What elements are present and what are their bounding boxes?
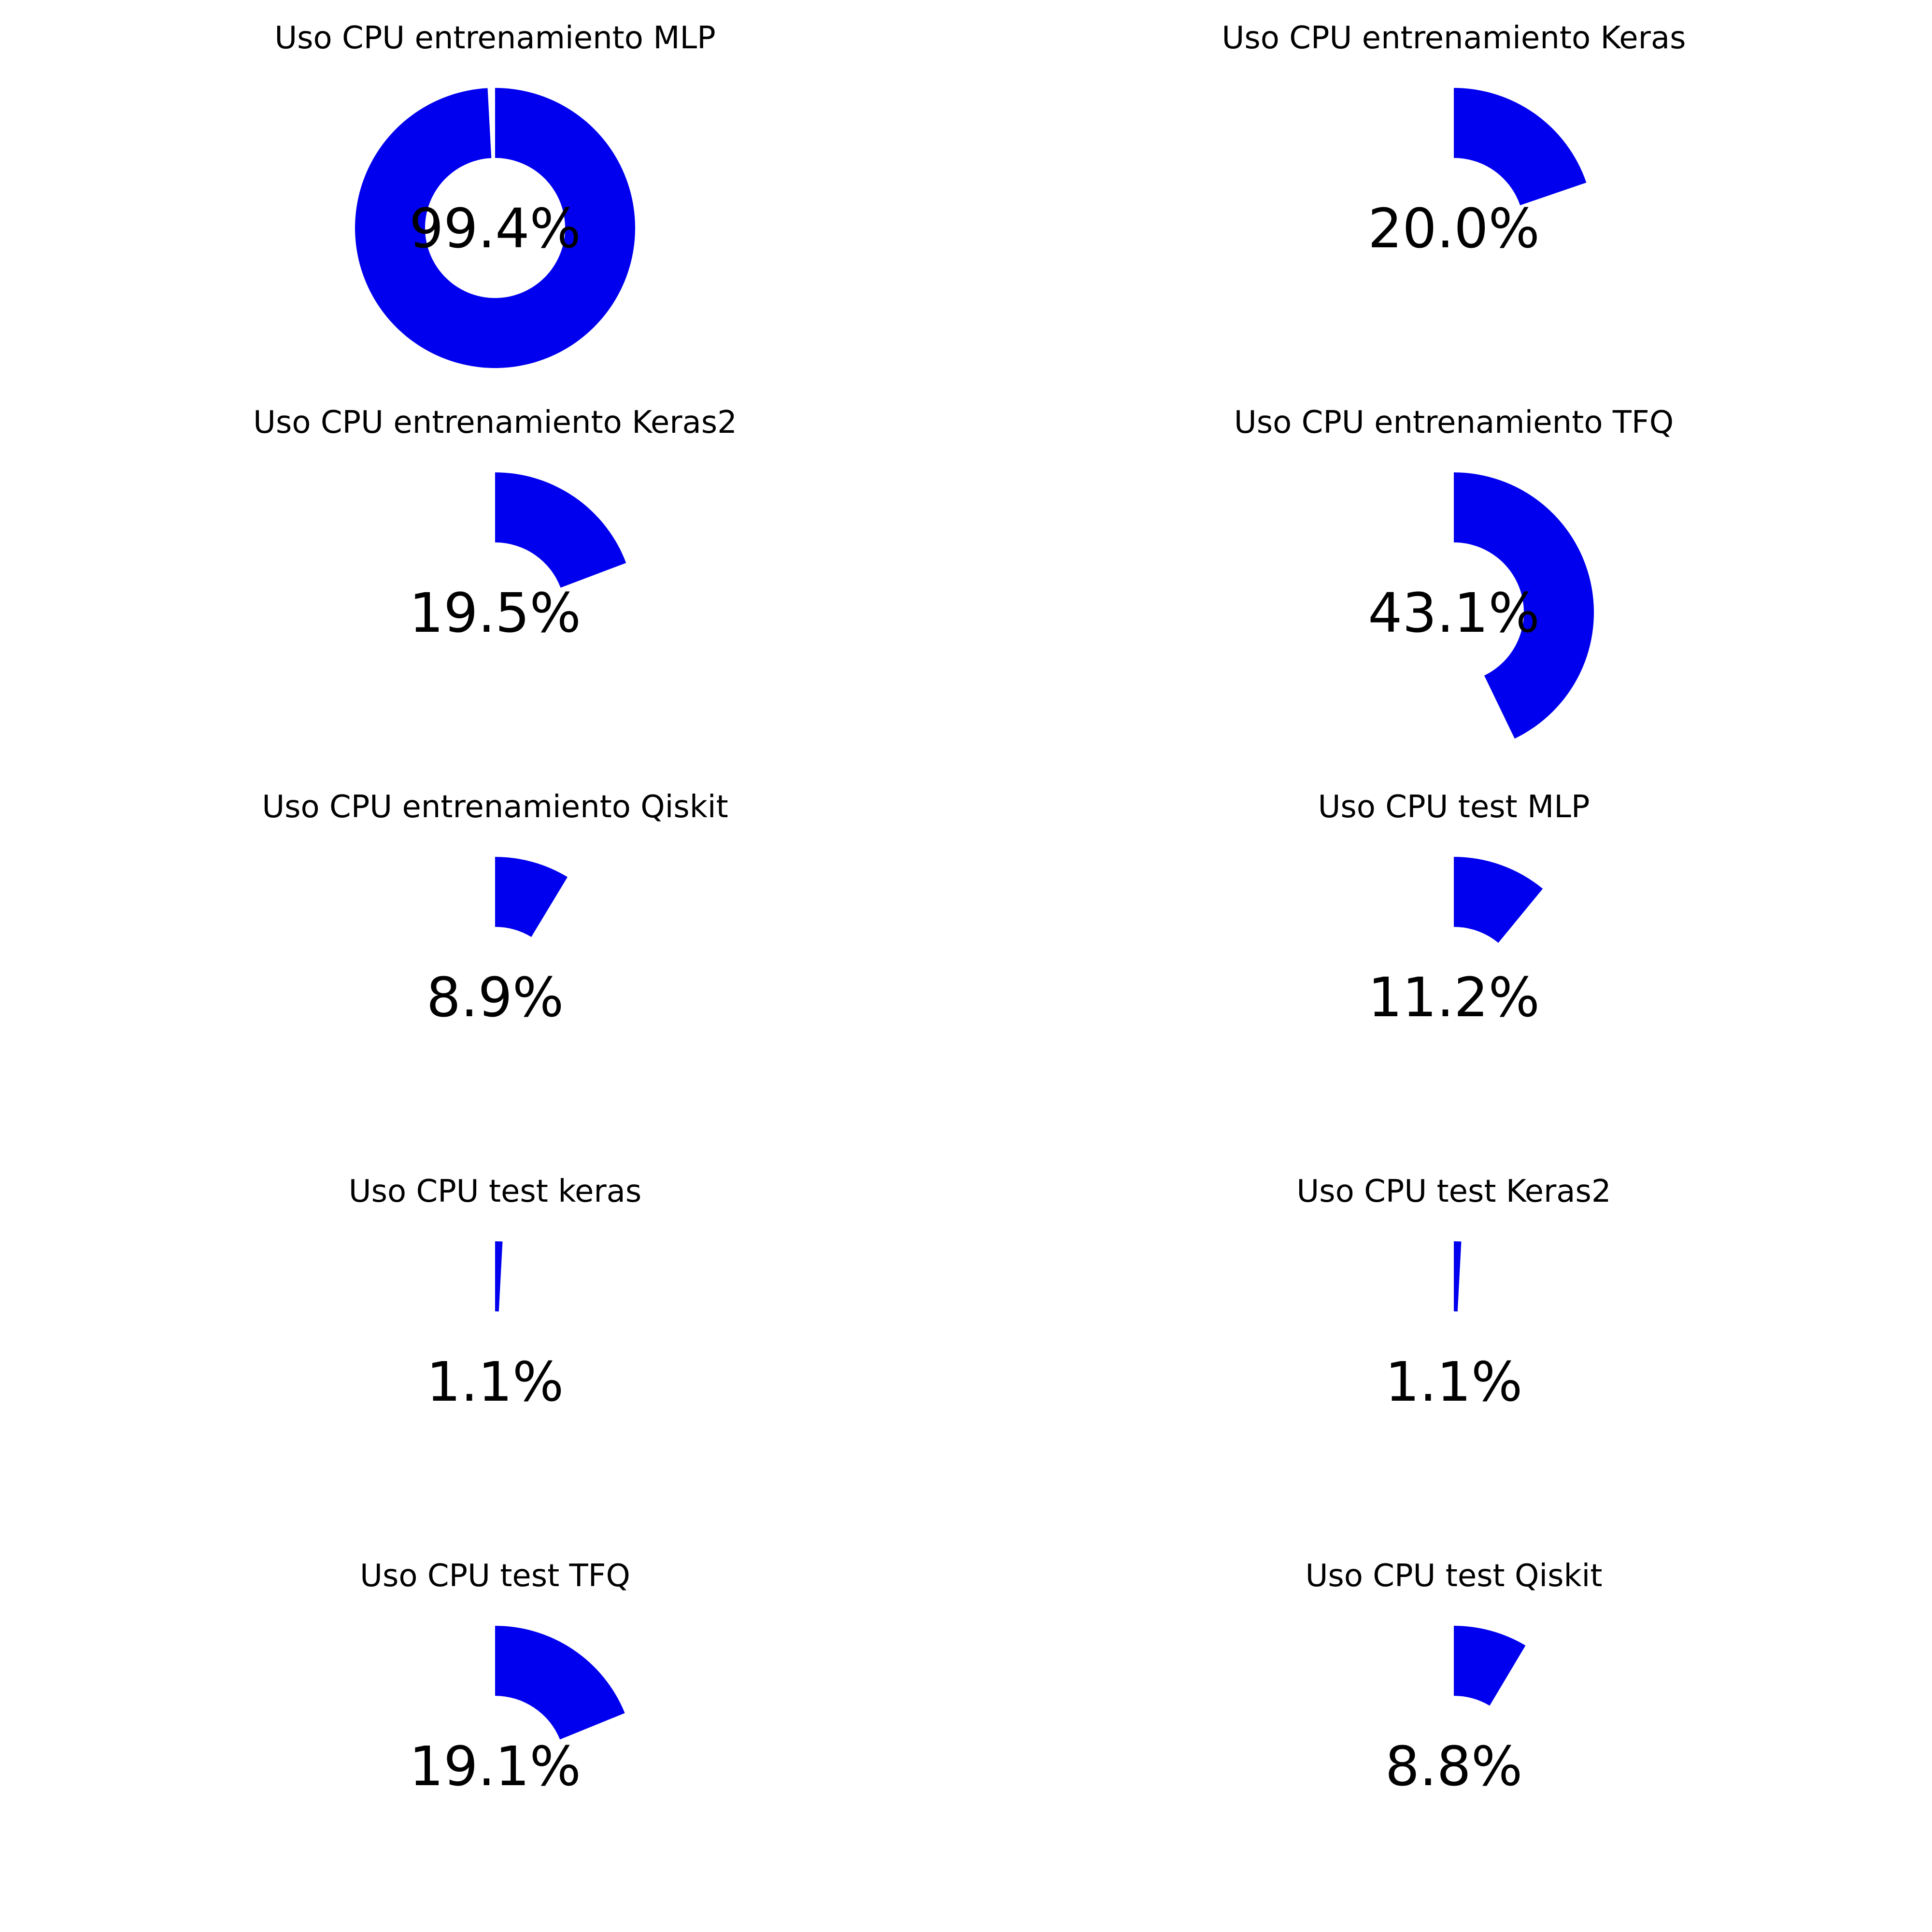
chart-title: Uso CPU entrenamiento Keras bbox=[1222, 20, 1686, 56]
chart-panel-qiskit-train: Uso CPU entrenamiento Qiskit 8.9% bbox=[262, 789, 728, 1029]
chart-title: Uso CPU test TFQ bbox=[360, 1558, 630, 1594]
chart-panel-keras-train: Uso CPU entrenamiento Keras 20.0% bbox=[1222, 20, 1686, 260]
chart-panel-tfq-test: Uso CPU test TFQ 19.1% bbox=[360, 1558, 630, 1798]
chart-wedge bbox=[495, 1626, 625, 1740]
chart-wedge bbox=[495, 472, 626, 588]
chart-title: Uso CPU test Qiskit bbox=[1306, 1558, 1603, 1594]
chart-value-label: 1.1% bbox=[426, 1351, 564, 1414]
chart-title: Uso CPU entrenamiento Qiskit bbox=[262, 789, 728, 825]
chart-title: Uso CPU test keras bbox=[349, 1174, 641, 1209]
chart-wedge bbox=[355, 88, 635, 368]
chart-title: Uso CPU entrenamiento Keras2 bbox=[253, 405, 737, 440]
chart-wedge bbox=[1454, 857, 1543, 943]
chart-value-label: 19.5% bbox=[409, 582, 581, 645]
chart-title: Uso CPU entrenamiento TFQ bbox=[1234, 405, 1674, 440]
chart-panel-mlp-train: Uso CPU entrenamiento MLP 99.4% bbox=[274, 20, 716, 368]
chart-value-label: 8.8% bbox=[1385, 1735, 1523, 1798]
chart-value-label: 1.1% bbox=[1385, 1351, 1523, 1414]
chart-wedge bbox=[495, 857, 568, 937]
chart-value-label: 19.1% bbox=[409, 1735, 581, 1798]
chart-wedge bbox=[1454, 1241, 1462, 1312]
chart-wedge bbox=[1454, 88, 1587, 206]
chart-panel-keras2-train: Uso CPU entrenamiento Keras2 19.5% bbox=[253, 405, 737, 645]
chart-title: Uso CPU entrenamiento MLP bbox=[274, 20, 715, 56]
chart-title: Uso CPU test MLP bbox=[1318, 789, 1590, 825]
chart-panel-mlp-test: Uso CPU test MLP 11.2% bbox=[1318, 789, 1590, 1029]
chart-panel-tfq-train: Uso CPU entrenamiento TFQ 43.1% bbox=[1234, 405, 1674, 739]
chart-wedge bbox=[495, 1241, 503, 1312]
chart-value-label: 8.9% bbox=[426, 966, 564, 1029]
chart-value-label: 43.1% bbox=[1368, 582, 1540, 645]
chart-value-label: 20.0% bbox=[1368, 198, 1540, 260]
chart-panel-qiskit-test: Uso CPU test Qiskit 8.8% bbox=[1306, 1558, 1603, 1798]
chart-panel-keras2-test: Uso CPU test Keras2 1.1% bbox=[1296, 1174, 1611, 1414]
chart-value-label: 11.2% bbox=[1368, 966, 1540, 1029]
chart-title: Uso CPU test Keras2 bbox=[1296, 1174, 1611, 1209]
chart-wedge bbox=[1454, 1626, 1526, 1706]
chart-panel-keras-test: Uso CPU test keras 1.1% bbox=[349, 1174, 641, 1414]
chart-value-label: 99.4% bbox=[409, 198, 581, 260]
chart-wedge bbox=[1454, 472, 1594, 739]
